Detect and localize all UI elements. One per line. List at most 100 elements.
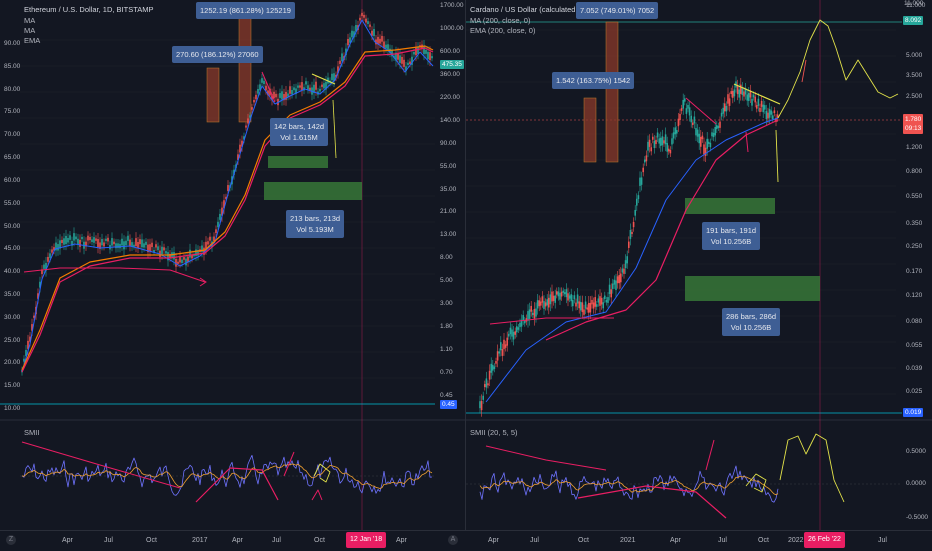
ada-candle-body [485,378,488,388]
eth-candle-body [413,52,415,55]
eth-candle-body [287,93,289,97]
eth-candle-body [415,47,417,56]
eth-price-axis-label: 1.80 [440,323,453,331]
eth-left-axis-label: 50.00 [4,222,21,230]
eth-candle-body [293,87,295,91]
ada-target-price-tag: 8.092 [903,16,924,25]
eth-candle-body [301,82,303,91]
eth-range-1-vol: Vol 1.615M [280,133,318,142]
ada-candle-body [610,289,612,298]
eth-candle-body [279,93,281,98]
ada-candle-body [581,302,584,313]
eth-indicator-ma-1[interactable]: MA [24,16,36,25]
ada-candle-body [773,110,776,114]
eth-candle-body [303,87,305,91]
ada-candle-body [573,295,576,300]
eth-candle-body [223,200,225,209]
eth-candle-body [215,229,217,233]
ada-candle-body [716,125,718,130]
eth-price-axis-label: 0.70 [440,369,453,377]
ada-candle-body [559,292,561,300]
eth-candle-body [363,14,365,18]
ada-oscillator-label[interactable]: SMII (20, 5, 5) [470,428,518,437]
eth-candle-body [111,238,113,246]
ada-candle-body [637,195,640,200]
ada-range-2-vol: Vol 10.256B [730,323,772,332]
eth-candle-body [429,52,431,61]
ada-candle-body [495,361,497,364]
ada-price-axis-label: 0.055 [906,342,923,349]
eth-left-axis-label: 80.00 [4,85,21,93]
eth-time-tick: Apr [232,537,243,544]
ada-candle-body [746,94,748,101]
ada-candle-body [506,337,508,346]
ada-candle-body [511,329,513,337]
eth-candle-body [135,238,137,247]
eth-candle-body [177,261,179,264]
eth-candle-body [275,93,277,98]
eth-range-box-2 [264,182,362,200]
ada-candle-body [727,94,729,104]
ada-candle-body [479,401,481,409]
ada-candle-body [684,98,686,102]
time-axis-bar[interactable]: Z Apr Jul Oct 2017 Apr Jul Oct Apr 12 Jan '18 A… [0,530,932,551]
eth-left-axis-label: 10.00 [4,405,21,412]
eth-candle-body [197,250,199,256]
ada-indicator-ma[interactable]: MA (200, close, 0) [470,16,531,25]
ada-candle-body [759,107,761,113]
eth-chart-canvas[interactable] [0,0,465,530]
ada-candle-body [602,302,604,309]
eth-left-axis-label: 90.00 [4,40,21,47]
ada-annotation-arrow [489,317,614,325]
eth-oscillator-label[interactable]: SMII [24,428,40,437]
ada-candle-body [639,177,641,186]
tradingview-logo-icon[interactable]: Z [6,535,16,545]
ada-candle-body [623,268,625,274]
eth-candle-body [365,18,367,23]
eth-candle-body [39,281,41,288]
eth-indicator-ma-2[interactable]: MA [24,26,36,35]
ada-measure-top: 7.052 (749.01%) 7052 [576,2,659,19]
eth-smi-annotation-down [21,441,181,489]
ada-chart-panel[interactable]: Cardano / US Dollar (calculated by Tradi… [466,0,932,530]
ada-candle-body [540,301,542,306]
eth-indicator-ema[interactable]: EMA [24,36,41,45]
eth-candle-body [315,81,317,90]
ada-candle-body [728,98,731,106]
ada-candle-body [562,290,564,293]
eth-candle-body [69,235,71,240]
ada-candle-body [632,221,635,228]
ada-chart-canvas[interactable] [466,0,932,530]
eth-candle-body [379,38,381,44]
ada-candle-body [520,319,523,327]
ada-candle-body [696,129,699,137]
eth-candle-body [263,80,265,85]
eth-chart-panel[interactable]: Ethereum / U.S. Dollar, 1D, BITSTAMP MA … [0,0,466,530]
ada-candle-body [591,299,593,305]
eth-candle-body [323,83,325,89]
eth-candle-body [377,36,379,45]
ada-candle-body [552,295,555,302]
eth-measure-top: 1252.19 (861.28%) 125219 [196,2,295,19]
ada-candle-body [647,141,649,151]
ada-candle-body [661,136,664,146]
eth-candle-body [425,49,427,54]
eth-time-tick: Jul [104,537,113,544]
eth-price-axis-label: 13.00 [440,231,457,239]
ada-candle-body [541,296,544,303]
eth-candle-body [403,59,405,67]
eth-candle-body [345,48,347,56]
ada-candle-body [576,294,579,304]
eth-candle-body [221,207,223,216]
eth-candle-body [375,39,377,45]
eth-candle-body [167,252,169,261]
eth-candle-body [383,41,385,49]
eth-candle-body [23,358,25,362]
ada-price-axis-label: 0.170 [906,268,923,275]
auto-scale-icon[interactable]: A [448,535,458,545]
ada-candle-body [572,299,574,307]
eth-candle-body [43,264,45,269]
ada-indicator-ema[interactable]: EMA (200, close, 0) [470,26,536,35]
eth-candle-body [255,94,257,100]
eth-candle-body [237,154,239,161]
